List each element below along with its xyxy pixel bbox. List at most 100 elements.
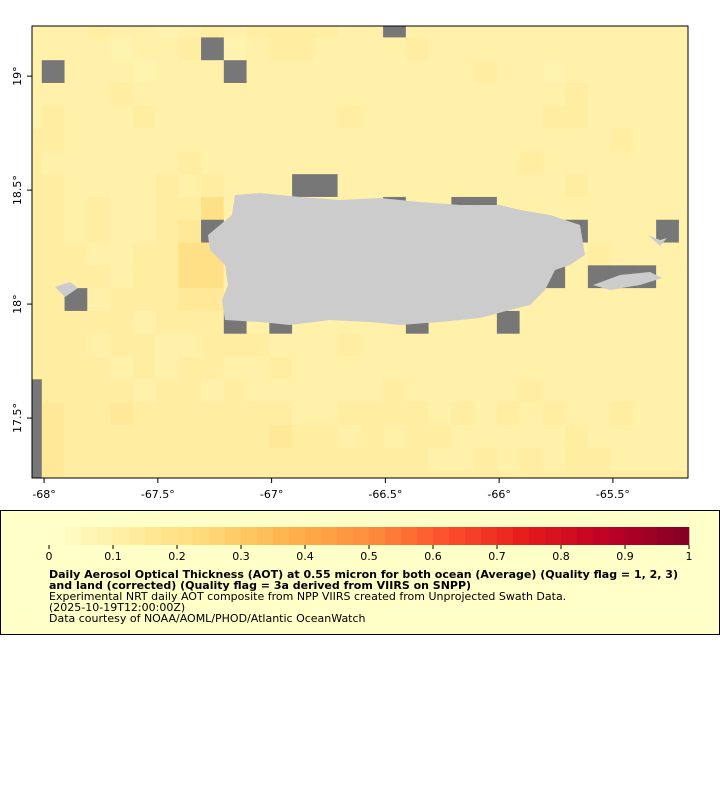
- cell: [405, 151, 430, 175]
- cell: [87, 60, 111, 84]
- cell: [610, 174, 634, 198]
- cell: [41, 288, 66, 312]
- cell: [656, 356, 680, 380]
- cell: [405, 82, 430, 107]
- cell: [610, 105, 634, 130]
- cell: [610, 128, 634, 152]
- cell: [496, 356, 521, 380]
- cell: [633, 26, 657, 38]
- cell: [314, 151, 339, 175]
- cell: [633, 379, 657, 403]
- cell: [246, 379, 270, 403]
- cell: [405, 60, 430, 84]
- cell: [314, 333, 339, 358]
- cell: [87, 105, 111, 130]
- cell: [610, 379, 634, 403]
- cell: [519, 424, 543, 449]
- map: -68° -67.5° -67° -66.5° -66° -65.5° 17.5° 18° 18…: [11, 25, 689, 501]
- cell: [405, 356, 430, 380]
- cell: [542, 402, 566, 426]
- cell: [428, 37, 452, 61]
- cell: [360, 105, 384, 130]
- cell: [656, 37, 680, 61]
- cell: [132, 60, 157, 84]
- cell: [292, 447, 316, 471]
- cell: [201, 174, 225, 198]
- cell: [201, 82, 225, 107]
- missing-cell: [32, 470, 43, 478]
- colorbar-step: [497, 527, 514, 545]
- cell: [656, 174, 680, 198]
- cell: [519, 151, 543, 175]
- y-tick-label: 18°: [11, 294, 24, 314]
- cell: [292, 151, 316, 175]
- cell: [110, 219, 134, 244]
- cell: [587, 356, 612, 380]
- cell: [269, 424, 293, 449]
- cell: [132, 128, 157, 152]
- cell: [87, 242, 111, 266]
- cell: [246, 424, 270, 449]
- cell: [223, 447, 248, 471]
- cell: [246, 174, 270, 198]
- cell: [178, 37, 202, 61]
- cell: [428, 60, 452, 84]
- colorbar-step: [657, 527, 674, 545]
- cell: [269, 26, 293, 38]
- cell: [542, 379, 566, 403]
- cell: [383, 402, 407, 426]
- cell: [132, 356, 157, 380]
- cell: [633, 402, 657, 426]
- cell: [383, 128, 407, 152]
- cell: [32, 174, 43, 198]
- cell: [451, 174, 475, 198]
- cell: [178, 128, 202, 152]
- cell: [565, 26, 589, 38]
- cell: [178, 26, 202, 38]
- cell: [610, 37, 634, 61]
- cell: [451, 379, 475, 403]
- cell: [64, 470, 88, 478]
- missing-cell: [292, 174, 316, 198]
- cell: [64, 447, 88, 471]
- cell: [451, 333, 475, 358]
- cell: [314, 26, 339, 38]
- cell: [678, 105, 688, 130]
- cell: [269, 174, 293, 198]
- cell: [292, 82, 316, 107]
- cell: [41, 219, 66, 244]
- cell: [246, 402, 270, 426]
- cell: [587, 424, 612, 449]
- cell: [542, 333, 566, 358]
- cell: [337, 447, 361, 471]
- cell: [519, 310, 543, 335]
- cell: [383, 424, 407, 449]
- cell: [41, 151, 66, 175]
- cell: [155, 424, 179, 449]
- cell: [41, 424, 66, 449]
- cell: [383, 333, 407, 358]
- colorbar-step: [65, 527, 82, 545]
- cell: [587, 60, 612, 84]
- cell: [246, 470, 270, 478]
- cell: [360, 82, 384, 107]
- cell: [519, 447, 543, 471]
- cell: [428, 105, 452, 130]
- mona: [55, 282, 78, 297]
- cell: [383, 105, 407, 130]
- cell: [542, 26, 566, 38]
- cell: [565, 82, 589, 107]
- colorbar-step: [305, 527, 322, 545]
- cell: [519, 105, 543, 130]
- cell: [565, 196, 589, 221]
- cell: [451, 37, 475, 61]
- cell: [519, 26, 543, 38]
- cell: [542, 196, 566, 221]
- cell: [178, 60, 202, 84]
- cell: [656, 242, 680, 266]
- cell: [314, 105, 339, 130]
- cell: [223, 37, 248, 61]
- colorbar-step: [433, 527, 450, 545]
- cell: [201, 151, 225, 175]
- cell: [132, 310, 157, 335]
